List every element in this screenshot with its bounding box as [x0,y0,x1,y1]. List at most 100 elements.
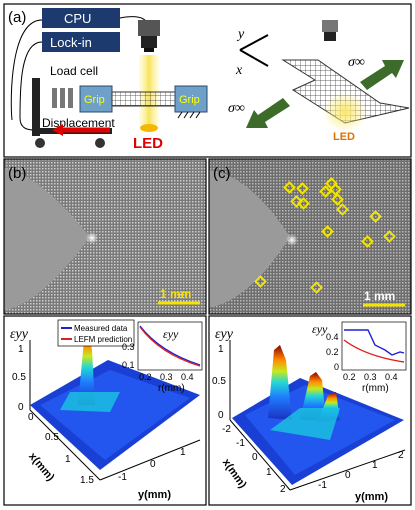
inset-ytick: 0.4 [326,332,339,342]
plot-left-zlabel: εyy [10,327,29,342]
inset-xtick: 0.3 [160,372,173,382]
inset-ytick: 0.1 [122,360,135,370]
z-tick: 0.5 [212,376,226,387]
load-frame [32,78,40,136]
grip-right-label: Grip [179,94,200,106]
plot-right-zlabel: εyy [215,327,234,342]
y-tick: 2 [398,450,404,461]
z-tick: 0.5 [12,372,26,383]
defect-marker [310,281,323,294]
led-glow [323,92,367,132]
load-cell [52,88,73,108]
y-axis-label: y(mm) [355,491,388,503]
inset-lefm-curve [139,326,201,367]
defect-marker [383,230,396,243]
defect-marker [361,235,374,248]
y-tick: 0 [345,470,351,481]
x-tick: 1 [266,467,272,478]
x-tick: 0 [252,452,258,463]
defect-marker [331,193,344,206]
loadcell-label: Load cell [50,64,98,78]
panel-c-tag: (c) [213,165,231,182]
defect-markers [254,177,396,294]
panel-c: (c) 1 mm [208,158,412,315]
inset-measured-curve [344,329,405,356]
z-tick: 1 [218,344,224,355]
inset-xlabel: r(mm) [362,383,389,394]
stress-arrow-top [360,60,404,90]
inset-right-label: εyy [312,322,328,336]
led-label: LED [133,135,163,152]
x-tick: 0 [28,412,34,423]
specimen-strip [111,91,176,107]
x-tick: -2 [222,424,231,435]
x-tick: -1 [236,438,245,449]
x-tick: 2 [280,484,286,495]
grip-left-label: Grip [84,94,105,106]
y-tick: 0 [150,459,156,470]
surface-peak [78,330,95,405]
surface-peak [268,345,292,420]
scale-c-label: 1 mm [364,289,395,303]
defect-marker [254,275,267,288]
inset-left-label: εyy [163,327,179,341]
inset-xtick: 0.2 [343,372,356,382]
panel-a-tag: (a) [8,9,26,26]
legend [57,319,135,347]
panel-plot-right: εyy 1 0.5 0 -2 -1 0 1 2 x(mm) -1 0 1 2 y… [208,315,412,506]
wheel-left [35,138,45,148]
defect-marker [297,197,310,210]
inset-lefm-curve [343,339,405,363]
defect-marker [321,225,334,238]
axis-y-label: y [236,27,245,42]
inset-xtick: 0.3 [364,372,377,382]
x-tick: 1.5 [80,475,94,486]
z-tick: 1 [18,344,24,355]
defect-marker [329,183,342,196]
inset-ytick: 0.2 [326,347,339,357]
wheel-right [95,138,105,148]
lockin-label: Lock-in [50,35,92,50]
inset-xlabel: r(mm) [158,383,185,394]
specimen-lobe [4,168,90,310]
cpu-label: CPU [64,11,91,26]
panel-a: (a) CPU Lock-in LED Load cell Grip [3,3,412,158]
x-tick: 1 [65,454,71,465]
axes-icon [239,34,269,67]
schematic-led-label: LED [333,131,355,143]
camera-icon-right [322,20,338,41]
defect-marker [296,182,309,195]
inset-xtick: 0.4 [181,372,194,382]
inset-ytick: 0 [334,362,339,372]
specimen-lobe-c [209,170,290,308]
legend-lefm: LEFM prediction [74,335,132,344]
inset-right [341,321,407,371]
mesh-sheet [281,59,410,124]
inset-ytick: 0.3 [122,342,135,352]
defect-marker [283,181,296,194]
y-axis-label: y(mm) [138,489,171,501]
defect-marker [319,185,332,198]
inset-xtick: 0.4 [385,372,398,382]
defect-marker [336,203,349,216]
panel-plot-left: εyy 1 0.5 0 0 0.5 1 1.5 x(mm) -1 0 1 y(m… [3,315,207,506]
panel-b-tag: (b) [8,165,26,182]
grip-right [174,85,208,113]
light-beam [139,55,159,125]
defect-marker [369,210,382,223]
x-tick: 0.5 [45,432,59,443]
lockin-box [42,32,120,52]
z-tick: 0 [18,402,24,413]
inset-measured-curve [139,325,201,366]
y-tick: -1 [318,480,327,491]
panel-b: (b) 1 mm [3,158,207,315]
grip-left [79,85,113,113]
axis-x-label: x [235,63,243,78]
z-tick: 0 [218,410,224,421]
sigma-bottom: σ∞ [228,101,245,116]
y-tick: 1 [372,460,378,471]
cpu-box [42,8,120,28]
y-tick: 1 [180,447,186,458]
camera-icon [138,20,160,52]
stress-arrow-bottom [246,98,290,128]
